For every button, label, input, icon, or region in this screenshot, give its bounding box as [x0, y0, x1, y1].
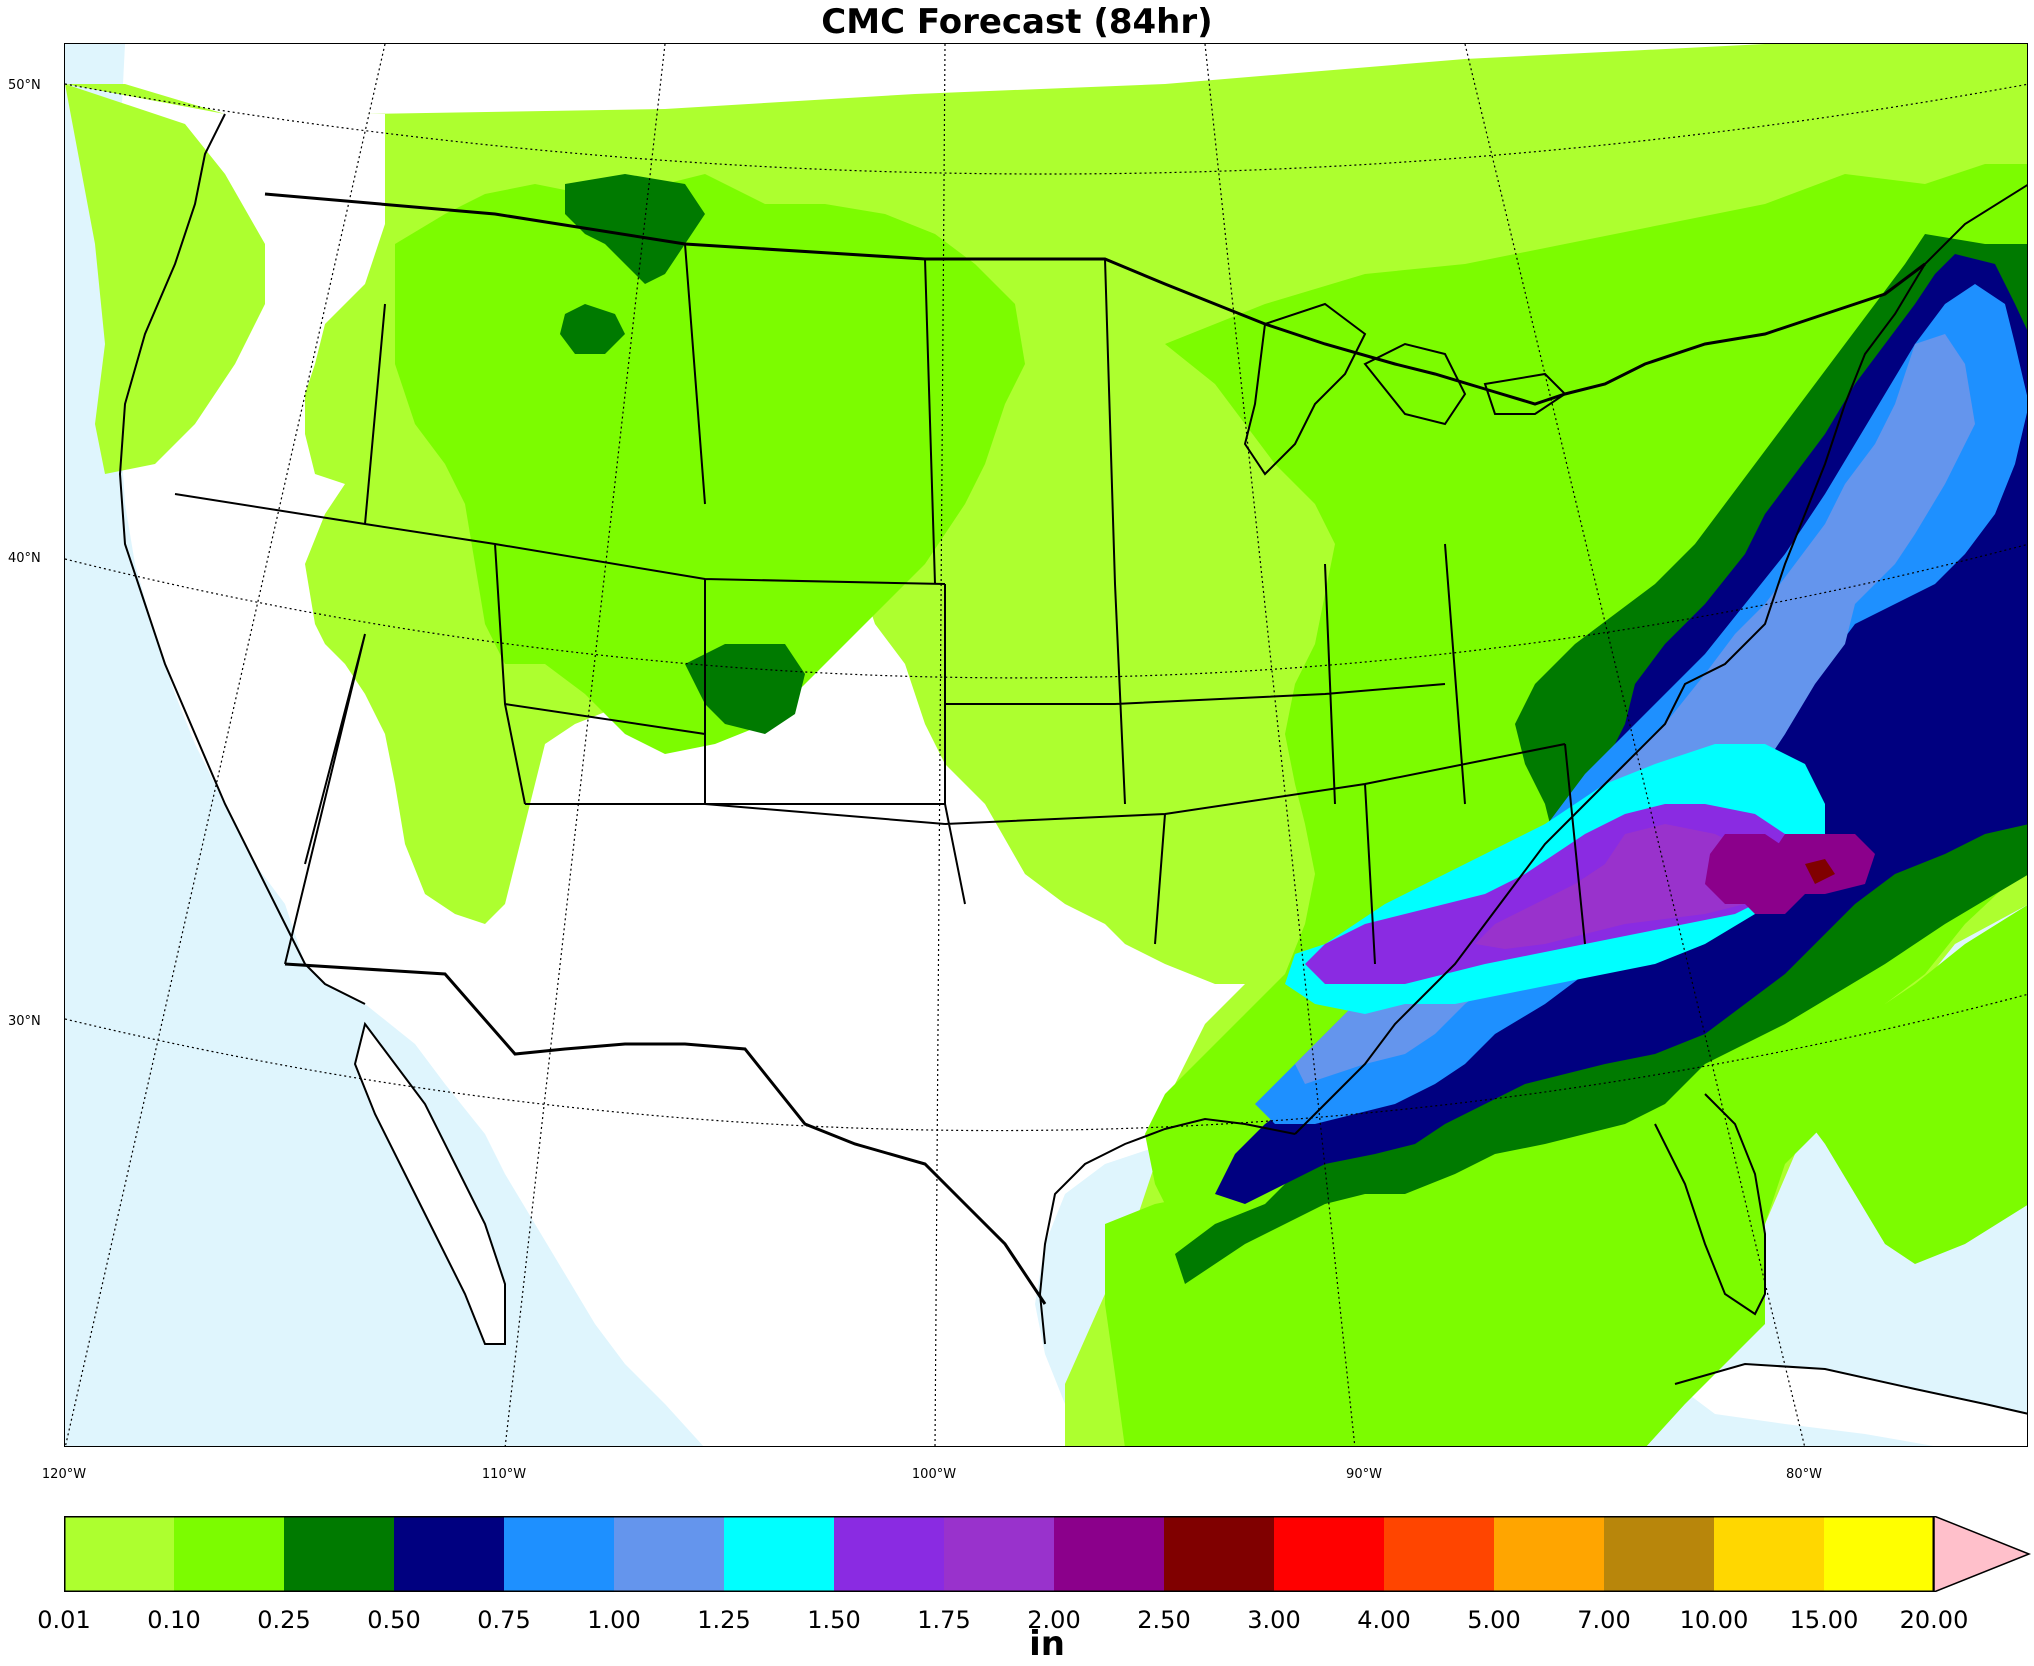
colorbar-bin-3 [394, 1516, 504, 1592]
precipitation-map [64, 43, 2028, 1447]
lon-label-80: 80°W [1786, 1467, 1822, 1482]
precip-1.75-carolinas [1475, 824, 1765, 949]
lon-label-120: 120°W [41, 1467, 87, 1482]
lon-80 [1464, 44, 1806, 1446]
lon-label-90: 90°W [1346, 1467, 1382, 1482]
border-us-mexico [284, 962, 1047, 1305]
colorbar-extend-arrow [1933, 1516, 2032, 1592]
lat-50 [65, 83, 2027, 175]
lon-110 [504, 44, 666, 1446]
lon-label-110: 110°W [481, 1467, 527, 1482]
colorbar-tick-label: 7.00 [1577, 1606, 1631, 1634]
colorbar-bin-4 [504, 1516, 614, 1592]
lat-label-30: 30°N [8, 1014, 41, 1029]
colorbar-tick-label: 10.00 [1679, 1606, 1749, 1634]
coast-cuba [1674, 1362, 2027, 1415]
lat-40 [65, 543, 2027, 679]
colorbar-tick-label: 0.75 [477, 1606, 531, 1634]
land-cuba [1675, 1364, 2027, 1446]
lon-100 [934, 44, 946, 1446]
colorbar-tick-label: 0.01 [37, 1606, 91, 1634]
precip-0.10-north [395, 174, 1025, 754]
great-lakes [1243, 302, 1567, 476]
coast-pacific [118, 113, 366, 1005]
colorbar [64, 1516, 2032, 1592]
map-title: CMC Forecast (84hr) [821, 2, 1213, 42]
precip-0.10-se-atlantic [1785, 905, 2027, 1264]
precip-0.01-westcoast [65, 84, 265, 474]
colorbar-bin-7 [834, 1516, 944, 1592]
colorbar-tick-label: 0.50 [367, 1606, 421, 1634]
colorbar-bin-5 [614, 1516, 724, 1592]
colorbar-tick-label: 20.00 [1899, 1606, 1969, 1634]
colorbar-tick-label: 0.10 [147, 1606, 201, 1634]
colorbar-bin-1 [174, 1516, 284, 1592]
border-us-canada [264, 192, 1926, 406]
colorbar-tick-label: 1.50 [807, 1606, 861, 1634]
colorbar-bin-8 [944, 1516, 1054, 1592]
colorbar-tick-label: 1.25 [697, 1606, 751, 1634]
lat-label-40: 40°N [8, 551, 41, 566]
colorbar-bin-2 [284, 1516, 394, 1592]
precip-0.10-gulf [1105, 1194, 1325, 1446]
coast-florida [1654, 1093, 1766, 1316]
colorbar-tick-label: 2.50 [1137, 1606, 1191, 1634]
lat-label-50: 50°N [8, 78, 41, 93]
colorbar-tick-label: 15.00 [1789, 1606, 1859, 1634]
graticule [65, 44, 2027, 1446]
colorbar-bin-12 [1384, 1516, 1494, 1592]
colorbar-bin-6 [724, 1516, 834, 1592]
lon-90 [1204, 44, 1356, 1446]
colorbar-tick-label: 1.75 [917, 1606, 971, 1634]
precip-0.25-colorado [685, 644, 805, 734]
land-baja [355, 1024, 505, 1344]
colorbar-bin-13 [1494, 1516, 1604, 1592]
lon-120 [65, 44, 386, 1446]
colorbar-tick-label: 3.00 [1247, 1606, 1301, 1634]
borders [118, 113, 2027, 1415]
precip-0.75-east [1255, 284, 2027, 1124]
colorbar-tick-label: 4.00 [1357, 1606, 1411, 1634]
precip-0.50-east [1215, 254, 2027, 1204]
colorbar-tick-label: 2.00 [1027, 1606, 1081, 1634]
colorbar-bin-9 [1054, 1516, 1164, 1592]
colorbar-tick-label: 5.00 [1467, 1606, 1521, 1634]
precip-0.25-montana-spot [560, 304, 625, 354]
colorbar-bin-15 [1714, 1516, 1824, 1592]
colorbar-bin-16 [1824, 1516, 1934, 1592]
colorbar-bin-11 [1274, 1516, 1384, 1592]
coast-atlantic [1294, 184, 2027, 1135]
lon-label-100: 100°W [911, 1467, 957, 1482]
coast-gulf [1038, 1117, 1296, 1345]
colorbar-unit-label: in [1029, 1624, 1065, 1664]
colorbar-bin-0 [64, 1516, 174, 1592]
coast-baja [353, 1021, 506, 1345]
border-states [174, 243, 1586, 965]
colorbar-tick-label: 1.00 [587, 1606, 641, 1634]
colorbar-bin-10 [1164, 1516, 1274, 1592]
precip-0.25-montana [565, 174, 705, 284]
colorbar-bin-14 [1604, 1516, 1714, 1592]
precip-contours [65, 44, 2027, 1446]
colorbar-tick-label: 0.25 [257, 1606, 311, 1634]
colorbar-frame [64, 1516, 1934, 1592]
precip-2.50-spot [1805, 859, 1835, 884]
